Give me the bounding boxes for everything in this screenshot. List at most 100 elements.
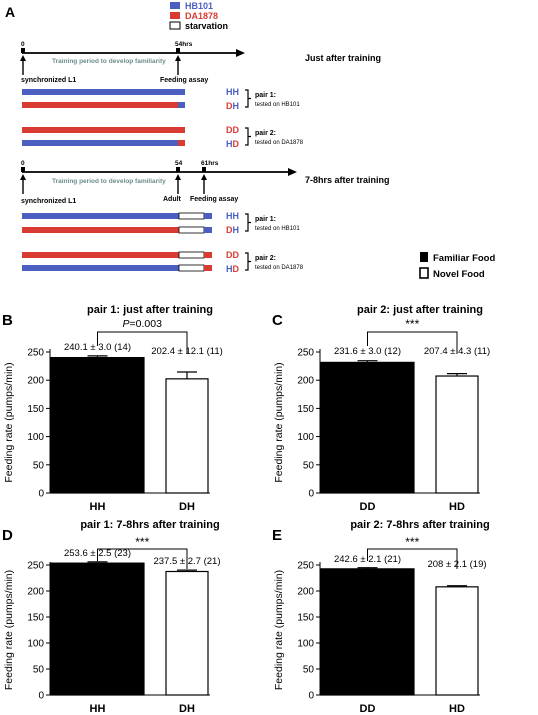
- strip2-hd-test: [204, 265, 212, 271]
- timeline-2-strips: HH DH pair 1: tested on HB101 DD HD pair…: [22, 211, 304, 274]
- pair-2-bracket-2: [245, 252, 251, 271]
- strip2-dh-test: [204, 227, 212, 233]
- strip2-dd-starve: [178, 251, 205, 259]
- panel-e-tick-label: 50: [303, 665, 315, 676]
- pair-2-bracket-1: [245, 127, 251, 146]
- significance-bracket: [367, 548, 458, 569]
- timeline-2-start: 0: [21, 160, 25, 167]
- timeline-1-title: Just after training: [305, 53, 381, 63]
- panel-c-tick-label: 100: [297, 432, 314, 443]
- category-dd: DD: [360, 703, 376, 715]
- code-hh-2: HH: [226, 211, 239, 221]
- panel-d-title: pair 1: 7-8hrs after training: [80, 519, 219, 531]
- panel-c-tick-label: 250: [297, 348, 314, 359]
- familiar-food-swatch: [420, 252, 428, 262]
- panel-a-label: A: [5, 4, 15, 20]
- timeline-2-end: 61hrs: [201, 160, 219, 167]
- panel-b-y-label: Feeding rate (pumps/min): [3, 362, 15, 482]
- panel-d-tick-label: 150: [27, 613, 44, 624]
- significance-bracket: [367, 331, 458, 354]
- timeline-2-arrow-mid-head: [175, 174, 181, 180]
- panel-d-tick-label: 200: [27, 587, 44, 598]
- code-hd-1: HD: [226, 139, 240, 149]
- timeline-1-right-label: Feeding assay: [160, 77, 208, 84]
- starvation-label: starvation: [185, 21, 228, 31]
- hb101-swatch: [170, 2, 180, 9]
- significance-bracket: [97, 331, 188, 354]
- bar-hd: [435, 586, 479, 696]
- significance-label: P=0.003: [123, 318, 163, 330]
- significance-label: ***: [135, 535, 149, 549]
- code-dh-2: DH: [226, 225, 239, 235]
- code-hd-1-a: H: [226, 139, 233, 149]
- panel-b-tick-label: 150: [27, 404, 44, 415]
- panel-e-tick-label: 200: [297, 587, 314, 598]
- panel-b-tick-label: 200: [27, 376, 44, 387]
- strip2-hd-train: [22, 265, 179, 271]
- timeline-2-tick-start: [21, 167, 25, 172]
- timeline-1-tick-start: [21, 48, 25, 53]
- timeline-1-left-label: synchronized L1: [21, 77, 76, 84]
- code-dh-2-b: H: [233, 225, 240, 235]
- pair-2-title-2: pair 2:: [255, 255, 276, 262]
- timeline-1-start: 0: [21, 41, 25, 48]
- panel-d-y-label: Feeding rate (pumps/min): [3, 570, 15, 690]
- strip2-dh-train: [22, 227, 179, 233]
- panel-c-tick-label: 0: [308, 489, 314, 500]
- bar-dh: [165, 378, 209, 494]
- pair-1-bracket-2: [245, 213, 251, 232]
- category-dd: DD: [360, 501, 376, 513]
- top-legend: HB101 DA1878 starvation: [169, 1, 228, 31]
- strip-dh-train: [22, 102, 185, 108]
- strip-dd: [22, 127, 185, 133]
- panel-e-tick-label: 0: [308, 691, 314, 702]
- panel-b-label: B: [2, 312, 13, 329]
- timeline-2-title: 7-8hrs after training: [305, 175, 390, 185]
- panel-b-tick-label: 250: [27, 348, 44, 359]
- food-legend: Familiar Food Novel Food: [419, 252, 495, 280]
- strip2-dd-train: [22, 252, 179, 258]
- category-dh: DH: [179, 703, 195, 715]
- panel-c-label: C: [272, 312, 283, 329]
- pair-2-sub-2: tested on DA1878: [255, 265, 304, 271]
- novel-food-label: Novel Food: [433, 269, 485, 280]
- timeline-2-left-label: synchronized L1: [21, 198, 76, 205]
- da1878-swatch: [170, 12, 180, 19]
- strip2-dh-starve: [178, 226, 205, 234]
- timeline-2-right-label: Feeding assay: [190, 196, 238, 203]
- category-hh: HH: [90, 501, 106, 513]
- panel-e-title: pair 2: 7-8hrs after training: [350, 519, 489, 531]
- timeline-1-arrow-right-head: [175, 55, 181, 61]
- code-hd-2-a: H: [226, 264, 233, 274]
- timeline-2-tick-end: [202, 167, 206, 172]
- pair-2-sub-1: tested on DA1878: [255, 140, 304, 146]
- pair-1-bracket-1: [245, 89, 251, 108]
- strip2-hd-starve: [178, 264, 205, 272]
- significance-value: =0.003: [130, 318, 163, 330]
- panel-d-tick-label: 250: [27, 561, 44, 572]
- pair-1-title-1: pair 1:: [255, 92, 276, 99]
- bar-hh: [50, 562, 145, 696]
- timeline-1-end: 54hrs: [175, 41, 193, 48]
- significance-bracket: [97, 548, 188, 569]
- code-hh-1: HH: [226, 87, 239, 97]
- bar-dd: [320, 361, 415, 494]
- timeline-2-mid-label: Adult: [163, 196, 182, 203]
- panel-c-title: pair 2: just after training: [357, 304, 483, 316]
- significance-p: P: [123, 318, 130, 330]
- pair-1-sub-1: tested on HB101: [255, 102, 300, 108]
- code-dd-2: DD: [226, 250, 239, 260]
- timeline-2-tick-mid: [176, 167, 180, 172]
- panel-e-tick-label: 250: [297, 561, 314, 572]
- strip2-hh-test: [204, 213, 212, 219]
- code-dh-2-a: D: [226, 225, 233, 235]
- value-label-dd: 231.6 ± 3.0 (12): [334, 346, 401, 357]
- code-hd-1-b: D: [233, 139, 240, 149]
- panel-b-tick-label: 50: [33, 460, 45, 471]
- significance-label: ***: [405, 317, 419, 331]
- significance-label: ***: [405, 535, 419, 549]
